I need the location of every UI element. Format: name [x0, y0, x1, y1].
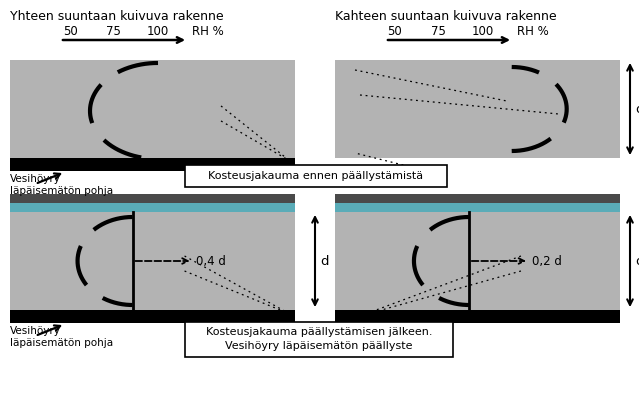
Text: 75: 75 [105, 25, 120, 38]
Bar [10, 203, 295, 212]
Text: 50: 50 [388, 25, 403, 38]
Text: 100: 100 [472, 25, 494, 38]
Text: Vesihöyry läpäisemätön päällyste: Vesihöyry läpäisemätön päällyste [226, 341, 413, 351]
Bar [185, 165, 447, 187]
Bar [10, 310, 295, 323]
Text: d: d [635, 102, 639, 115]
Text: RH %: RH % [517, 25, 549, 38]
Bar [335, 194, 620, 203]
Text: Kosteusjakauma ennen päällystämistä: Kosteusjakauma ennen päällystämistä [208, 171, 424, 181]
Bar [335, 212, 620, 310]
Text: 0,4 d: 0,4 d [196, 254, 226, 268]
Bar [335, 310, 620, 323]
Text: Yhteen suuntaan kuivuva rakenne: Yhteen suuntaan kuivuva rakenne [10, 10, 224, 23]
Text: d: d [635, 254, 639, 268]
Text: Vesihöyry
läpäisemätön pohja: Vesihöyry läpäisemätön pohja [10, 174, 113, 196]
Text: 50: 50 [63, 25, 77, 38]
Bar [10, 212, 295, 310]
Text: Kosteusjakauma päällystämisen jälkeen.: Kosteusjakauma päällystämisen jälkeen. [206, 327, 432, 337]
Text: 100: 100 [147, 25, 169, 38]
Text: Vesihöyry
läpäisemätön pohja: Vesihöyry läpäisemätön pohja [10, 326, 113, 348]
Text: 0,2 d: 0,2 d [532, 254, 562, 268]
Bar [335, 203, 620, 212]
Bar [10, 158, 295, 171]
Bar [335, 60, 620, 158]
Text: Kahteen suuntaan kuivuva rakenne: Kahteen suuntaan kuivuva rakenne [335, 10, 557, 23]
Text: d: d [320, 254, 328, 268]
Bar [185, 322, 453, 357]
Text: RH %: RH % [192, 25, 224, 38]
Bar [10, 60, 295, 158]
Bar [10, 194, 295, 203]
Text: 75: 75 [431, 25, 445, 38]
